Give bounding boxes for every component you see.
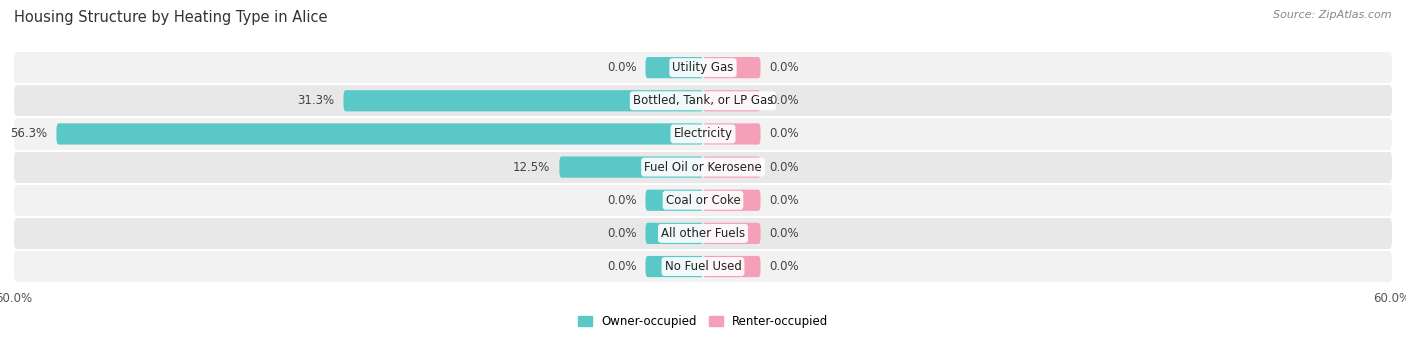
FancyBboxPatch shape [703,157,761,178]
Text: Source: ZipAtlas.com: Source: ZipAtlas.com [1274,10,1392,20]
Text: No Fuel Used: No Fuel Used [665,260,741,273]
Text: 0.0%: 0.0% [607,260,637,273]
Text: 31.3%: 31.3% [297,94,335,107]
Text: Housing Structure by Heating Type in Alice: Housing Structure by Heating Type in Ali… [14,10,328,25]
Text: 0.0%: 0.0% [769,194,799,207]
Text: Electricity: Electricity [673,128,733,140]
FancyBboxPatch shape [703,123,761,145]
FancyBboxPatch shape [14,184,1392,217]
FancyBboxPatch shape [14,150,1392,184]
FancyBboxPatch shape [560,157,703,178]
FancyBboxPatch shape [703,57,761,78]
Text: 12.5%: 12.5% [513,161,550,174]
Text: 0.0%: 0.0% [607,61,637,74]
FancyBboxPatch shape [14,84,1392,117]
FancyBboxPatch shape [56,123,703,145]
Text: 0.0%: 0.0% [769,161,799,174]
Text: 0.0%: 0.0% [769,94,799,107]
Text: 0.0%: 0.0% [769,128,799,140]
Text: 0.0%: 0.0% [607,227,637,240]
Text: 56.3%: 56.3% [10,128,48,140]
Text: Fuel Oil or Kerosene: Fuel Oil or Kerosene [644,161,762,174]
FancyBboxPatch shape [14,217,1392,250]
Text: Utility Gas: Utility Gas [672,61,734,74]
FancyBboxPatch shape [14,51,1392,84]
Text: 0.0%: 0.0% [769,227,799,240]
FancyBboxPatch shape [703,90,761,112]
Text: 0.0%: 0.0% [607,194,637,207]
FancyBboxPatch shape [14,117,1392,150]
FancyBboxPatch shape [645,223,703,244]
FancyBboxPatch shape [645,190,703,211]
FancyBboxPatch shape [645,57,703,78]
Text: 0.0%: 0.0% [769,260,799,273]
FancyBboxPatch shape [703,190,761,211]
FancyBboxPatch shape [645,256,703,277]
FancyBboxPatch shape [703,223,761,244]
Text: All other Fuels: All other Fuels [661,227,745,240]
Text: Bottled, Tank, or LP Gas: Bottled, Tank, or LP Gas [633,94,773,107]
FancyBboxPatch shape [14,250,1392,283]
FancyBboxPatch shape [343,90,703,112]
Legend: Owner-occupied, Renter-occupied: Owner-occupied, Renter-occupied [572,311,834,333]
Text: Coal or Coke: Coal or Coke [665,194,741,207]
Text: 0.0%: 0.0% [769,61,799,74]
FancyBboxPatch shape [703,256,761,277]
